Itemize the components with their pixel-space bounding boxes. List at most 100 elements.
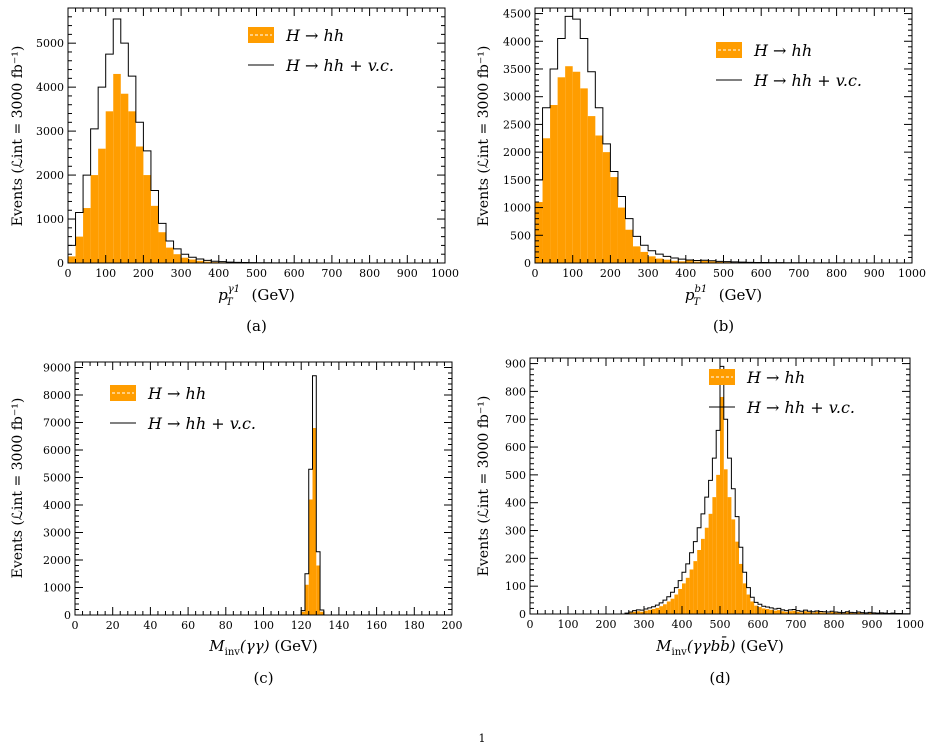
histogram-bar (700, 260, 709, 263)
x-tick-label: 500 (710, 618, 731, 631)
histogram-bar (666, 601, 671, 614)
histogram-bar (304, 584, 309, 615)
histogram-bar (633, 246, 641, 263)
x-axis-title: pγ1 T (GeV) (218, 284, 295, 308)
subfigure-caption: (c) (253, 669, 273, 687)
histogram-bar (746, 594, 751, 614)
y-tick-label: 0 (64, 609, 71, 622)
x-axis-title: Minv(γγbb̄) (GeV) (655, 637, 784, 658)
histogram-bar (693, 561, 698, 614)
x-tick-label: 20 (106, 619, 120, 632)
y-tick-label: 6000 (43, 444, 71, 457)
histogram-bar (761, 608, 766, 614)
y-tick-label: 2000 (43, 554, 71, 567)
legend: H → hh H → hh + v.c. (716, 41, 862, 90)
x-tick-label: 500 (713, 267, 734, 280)
histogram-bar (685, 260, 694, 263)
y-tick-label: 7000 (43, 417, 71, 430)
histogram-bar (535, 202, 543, 263)
x-tick-label: 0 (72, 619, 79, 632)
histogram-bar (98, 148, 106, 263)
histogram-bar (769, 609, 774, 614)
histogram-bar (542, 138, 551, 263)
histogram-bar (105, 111, 114, 263)
histogram-bar (632, 611, 637, 614)
y-tick-label: 1500 (503, 174, 531, 187)
x-tick-label: 200 (442, 619, 463, 632)
x-tick-label: 1000 (896, 618, 924, 631)
legend: H → hh H → hh + v.c. (248, 26, 394, 75)
histogram-bar (788, 611, 793, 614)
histogram-bar (550, 105, 558, 264)
legend-label: H → hh + v.c. (147, 414, 256, 433)
x-tick-label: 100 (95, 267, 116, 280)
subfigure-caption: (a) (246, 317, 267, 335)
histogram-bar (181, 257, 189, 263)
histogram-bar (580, 88, 588, 263)
y-axis-title: Events (ℒint = 3000 fb⁻¹) (10, 46, 26, 227)
histogram-bar (196, 260, 204, 263)
x-axis-title: pb1 T (GeV) (685, 284, 762, 308)
y-tick-label: 9000 (43, 362, 71, 375)
x-tick-label: 180 (404, 619, 425, 632)
histogram-bar (678, 261, 686, 263)
histogram-bar (731, 519, 736, 614)
histogram-bar (659, 606, 663, 614)
y-axis-title: Events (ℒint = 3000 fb⁻¹) (476, 46, 492, 227)
histogram-bar (765, 608, 770, 614)
x-axis-title-main: p (218, 286, 228, 304)
y-tick-label: 600 (505, 441, 526, 454)
histogram-bar (617, 207, 626, 263)
histogram-bar (818, 612, 823, 614)
x-tick-label: 400 (672, 618, 693, 631)
histogram-bar (188, 259, 197, 263)
histogram-bar (68, 256, 76, 263)
histogram-bar (90, 175, 99, 263)
x-axis-title-sup: b1 (695, 284, 708, 295)
x-axis-title-sub: inv (672, 647, 688, 658)
x-tick-label: 100 (253, 619, 274, 632)
legend: H → hh H → hh + v.c. (110, 384, 256, 433)
series-outline-line (75, 375, 452, 616)
y-tick-label: 4000 (36, 81, 64, 94)
y-tick-label: 800 (505, 385, 526, 398)
x-tick-label: 800 (359, 267, 380, 280)
histogram-bar (203, 261, 212, 263)
y-tick-label: 700 (505, 413, 526, 426)
histogram-bar (655, 607, 660, 614)
histogram-bar (312, 428, 317, 615)
x-tick-label: 80 (219, 619, 233, 632)
x-tick-label: 900 (862, 618, 883, 631)
x-axis-title-unit: (GeV) (736, 637, 784, 655)
histogram-bar (754, 605, 758, 614)
y-tick-label: 300 (505, 525, 526, 538)
x-tick-label: 400 (208, 267, 229, 280)
legend: H → hh H → hh + v.c. (709, 368, 855, 417)
y-tick-label: 2000 (503, 146, 531, 159)
histogram-bar (128, 111, 136, 263)
histogram-bar (670, 260, 679, 263)
y-tick-label: 200 (505, 552, 526, 565)
y-tick-label: 100 (505, 580, 526, 593)
x-tick-label: 100 (562, 267, 583, 280)
x-axis-title-arg: (γγ) (240, 637, 270, 655)
histogram-bar (316, 565, 321, 615)
histogram-bar (308, 499, 313, 615)
legend-label: H → hh (753, 41, 812, 60)
histogram-bar (557, 77, 566, 263)
histogram-bar (815, 611, 819, 614)
chart-b: 0 100 200 300 400 500 600 700 800 900 1000 0 500 1000… (476, 7, 926, 335)
y-tick-label: 4000 (503, 35, 531, 48)
histogram-bar (826, 612, 831, 614)
legend-label: H → hh (746, 368, 805, 387)
x-tick-label: 200 (133, 267, 154, 280)
histogram-bar (663, 259, 671, 263)
series-filled (625, 396, 907, 614)
histogram-bar (647, 609, 652, 614)
histogram-bar (628, 612, 633, 614)
y-tick-label: 8000 (43, 389, 71, 402)
x-tick-label: 160 (366, 619, 387, 632)
x-tick-label: 120 (291, 619, 312, 632)
legend-label: H → hh + v.c. (753, 71, 862, 90)
histogram-bar (150, 205, 159, 263)
